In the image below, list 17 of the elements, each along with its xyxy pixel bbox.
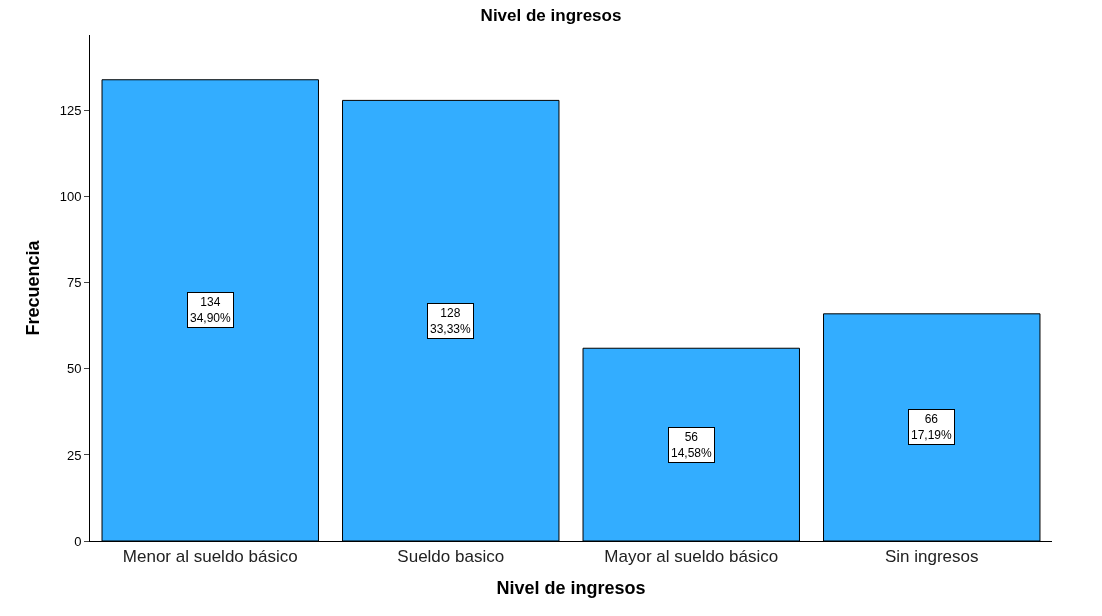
x-tick-label: Sin ingresos (884, 547, 979, 567)
y-tick-label: 100 (59, 189, 82, 205)
y-tick-label: 75 (66, 275, 82, 291)
x-tick-label: Sueldo basico (397, 547, 505, 567)
y-tick-label: 25 (66, 447, 82, 463)
data-label: 66 17,19% (911, 412, 953, 442)
y-tick-label: 125 (59, 103, 82, 119)
y-tick-label: 0 (74, 533, 82, 549)
y-axis-title: Frecuencia (22, 239, 43, 336)
x-tick-label: Menor al sueldo básico (122, 547, 298, 567)
data-label: 128 33,33% (430, 306, 472, 336)
data-label: 134 34,90% (190, 295, 232, 325)
x-tick-label: Mayor al sueldo básico (604, 547, 779, 567)
chart-title: Nivel de ingresos (480, 6, 622, 26)
x-axis-title: Nivel de ingresos (496, 577, 646, 598)
y-tick-label: 50 (66, 361, 82, 377)
data-label: 56 14,58% (671, 430, 713, 460)
